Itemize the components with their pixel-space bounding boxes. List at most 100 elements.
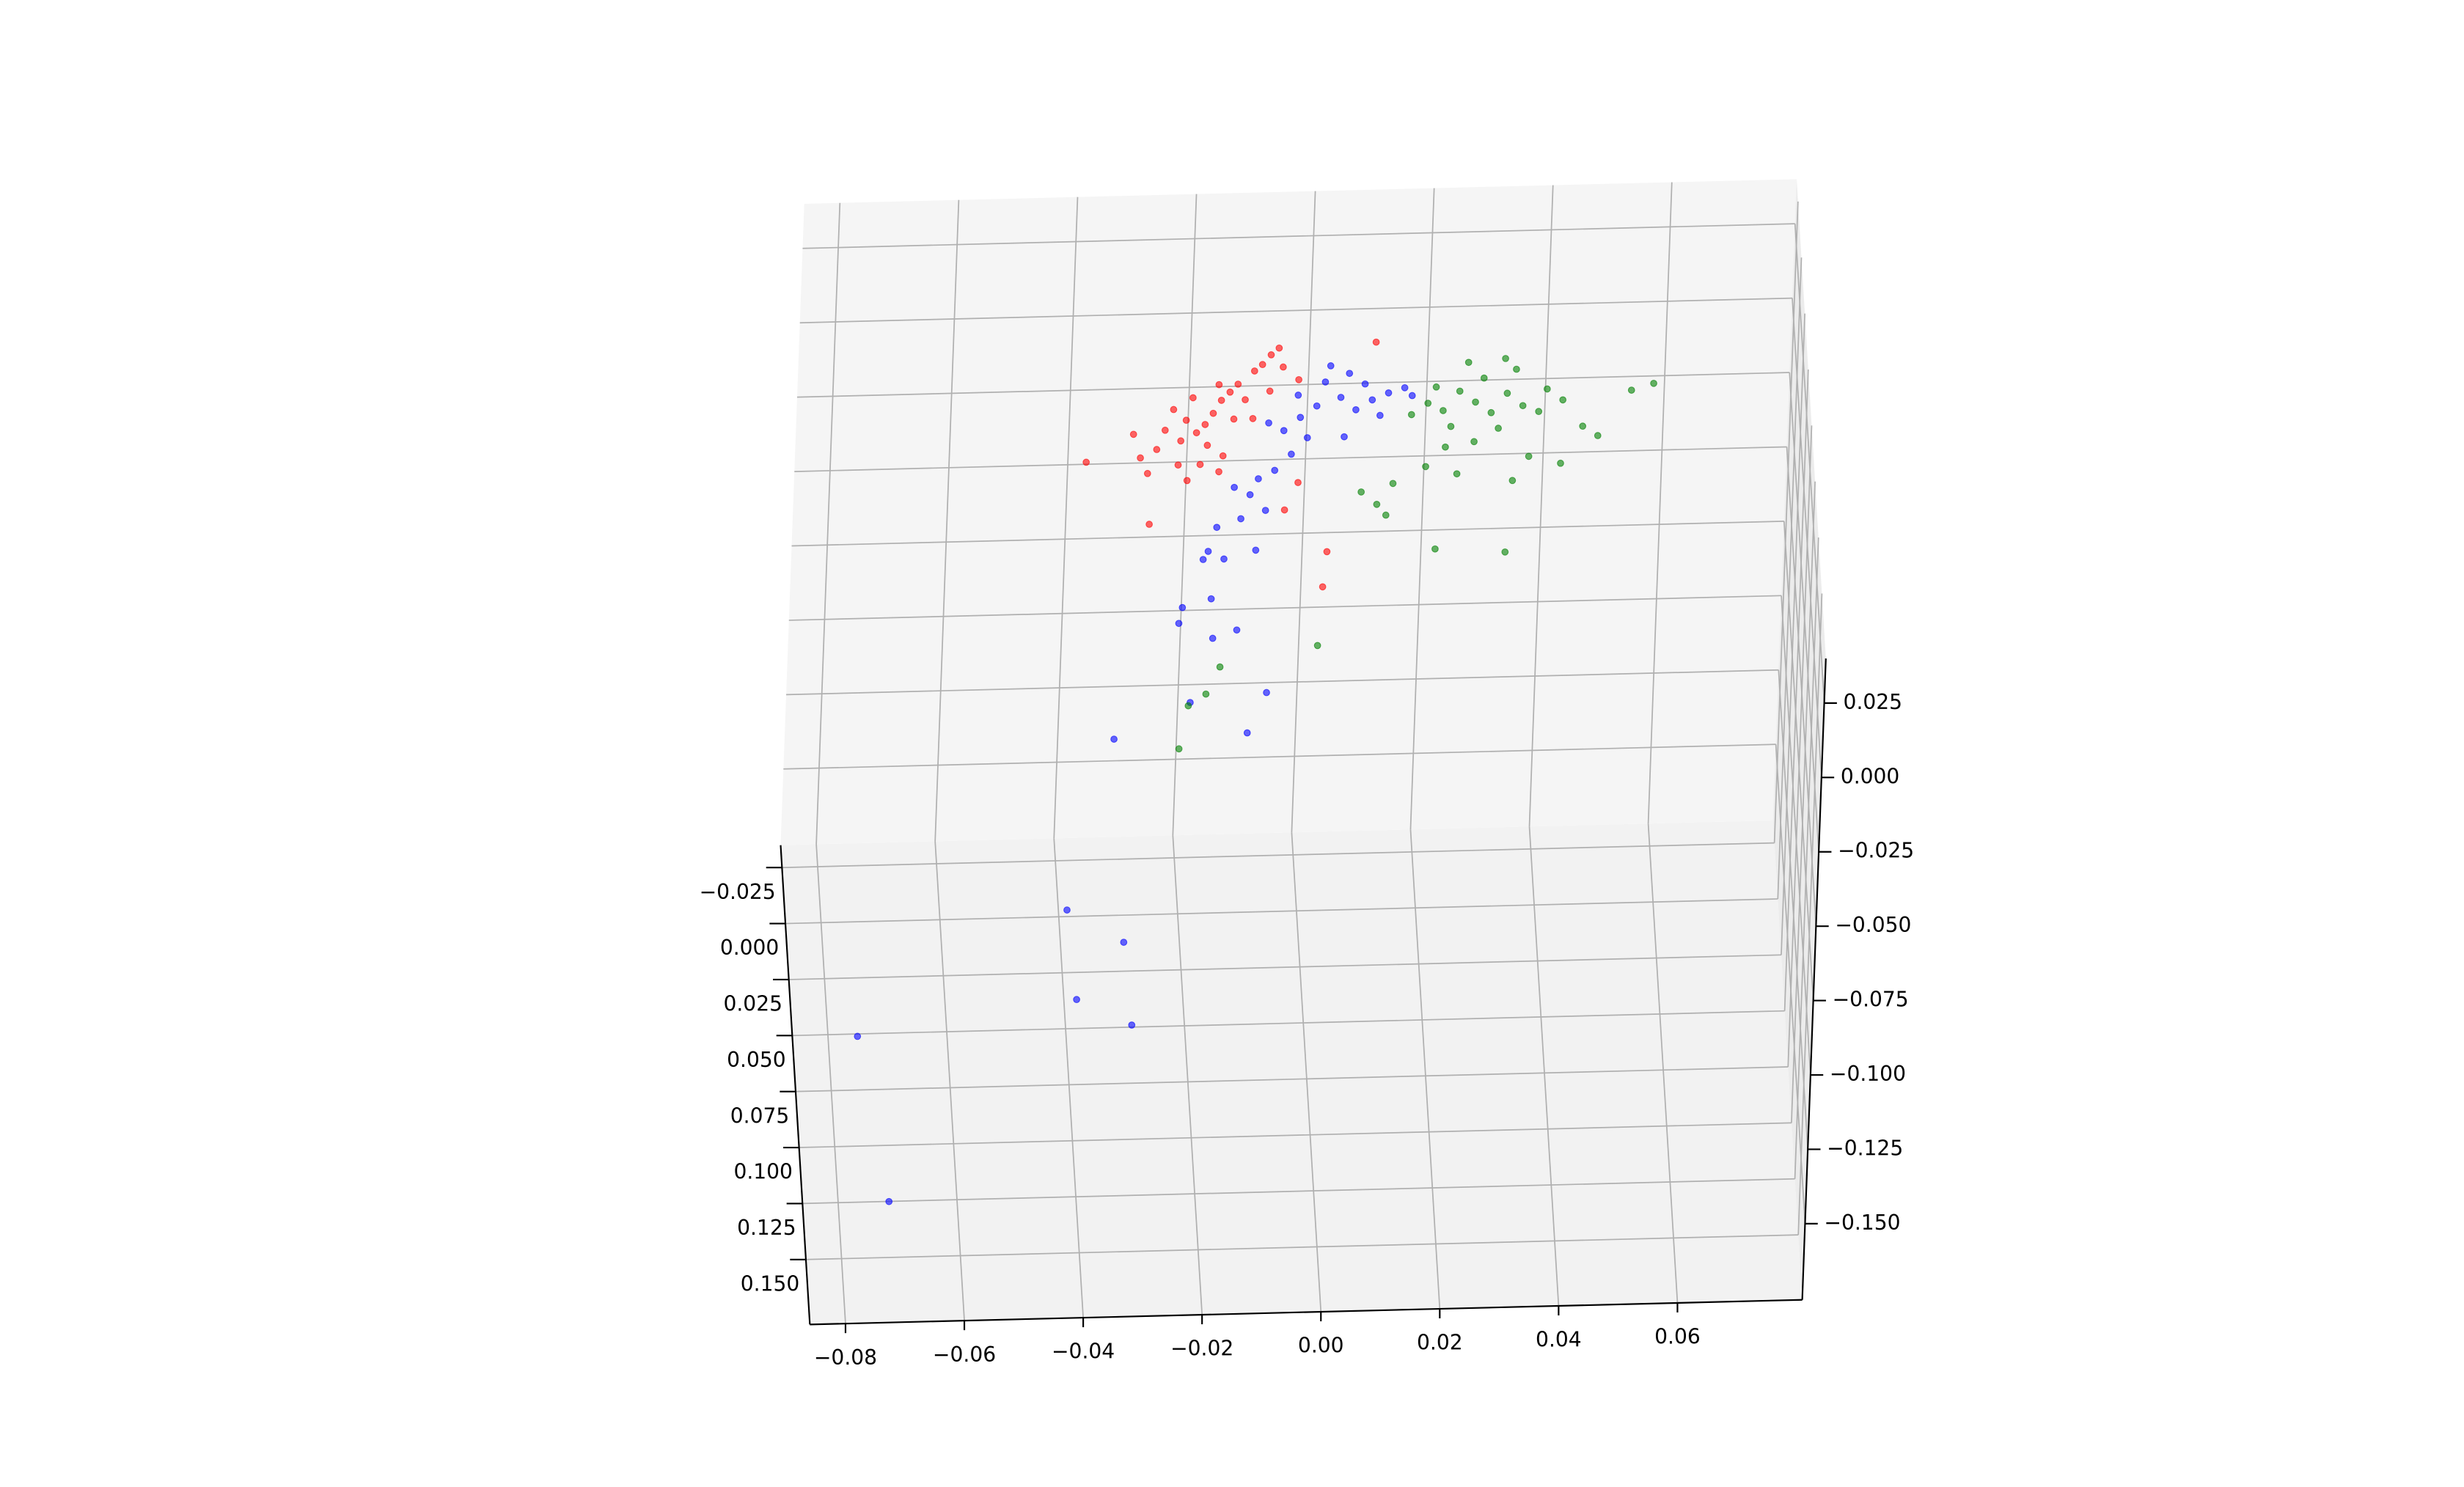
grid-line	[1291, 191, 1316, 833]
scatter-point	[1266, 387, 1274, 395]
scatter-point	[1263, 689, 1270, 697]
grid-line	[795, 1066, 1789, 1093]
grid-line	[788, 954, 1781, 980]
scatter-point	[1209, 634, 1217, 642]
grid-line	[1773, 201, 1799, 843]
scatter-point	[1203, 441, 1211, 449]
grid-line	[796, 372, 1790, 398]
scatter-point	[1215, 468, 1222, 476]
grid-line	[1794, 224, 1825, 703]
grid-line	[1792, 298, 1822, 778]
x-tick-label: 0.06	[1654, 1325, 1701, 1349]
grid-line	[805, 1234, 1799, 1260]
grid-line	[1647, 823, 1679, 1304]
scatter-point	[1280, 363, 1287, 371]
scatter-point	[1201, 421, 1209, 428]
scatter-point	[1128, 1021, 1136, 1029]
scatter-point	[1579, 422, 1587, 430]
grid-line	[799, 1122, 1792, 1148]
scatter-point	[1196, 460, 1204, 469]
scatter-point	[1313, 642, 1321, 650]
scatter-point	[1464, 359, 1473, 367]
grid-line	[785, 898, 1778, 925]
scatter-point	[1215, 381, 1223, 389]
scatter-point	[1207, 595, 1215, 603]
grid-line	[1172, 194, 1198, 836]
scatter-point	[1456, 387, 1464, 395]
grid-line	[1053, 197, 1079, 839]
scatter-point	[1627, 386, 1635, 394]
scatter-point	[1519, 402, 1527, 410]
scatter-point	[1271, 466, 1279, 474]
grid-line	[1778, 669, 1809, 1150]
scatter-point	[1143, 469, 1151, 477]
scatter-point	[1470, 438, 1478, 446]
scatter-point	[1217, 397, 1225, 404]
scatter-point	[1594, 432, 1602, 439]
grid-line	[1791, 481, 1816, 1123]
z-axis-line	[1801, 658, 1827, 1300]
grid-line	[1528, 185, 1554, 827]
scatter-point	[1255, 475, 1262, 482]
scatter-point	[1352, 405, 1360, 414]
scatter-point	[1313, 402, 1321, 410]
scatter-point	[1184, 702, 1192, 710]
scatter-point	[1145, 521, 1153, 528]
scatter-point	[1323, 548, 1331, 556]
z-tick-label: −0.125	[1827, 1136, 1903, 1160]
scatter-point	[1120, 939, 1128, 946]
scatter-point	[1389, 480, 1397, 488]
scatter-point	[1209, 409, 1217, 417]
grid-line	[1789, 372, 1819, 852]
scatter-point	[1250, 367, 1258, 375]
scatter-point	[1182, 416, 1190, 424]
pane-back	[780, 179, 1797, 845]
scatter-point	[1110, 735, 1118, 743]
grid-line	[788, 595, 1782, 621]
scatter-point	[1280, 506, 1288, 514]
y-tick-label: 0.000	[720, 936, 780, 960]
scatter-point	[1432, 383, 1440, 391]
scatter-point	[1447, 422, 1455, 430]
grid-line	[1786, 447, 1817, 927]
scatter-point	[1319, 583, 1327, 591]
scatter-point	[1382, 511, 1390, 519]
scatter-point	[1252, 546, 1260, 554]
grid-line	[802, 1178, 1795, 1205]
scatter-point	[1213, 524, 1221, 532]
scatter-point	[1267, 351, 1275, 359]
grid-line	[783, 744, 1776, 770]
z-tick-label: 0.025	[1844, 690, 1903, 714]
scatter-point	[1230, 415, 1238, 423]
grid-line	[1528, 826, 1560, 1307]
grid-line	[782, 842, 1775, 869]
grid-line	[1775, 744, 1806, 1224]
x-tick-label: −0.02	[1170, 1337, 1233, 1361]
x-tick-label: −0.04	[1052, 1340, 1115, 1364]
scatter-point	[1242, 396, 1249, 404]
scatter-point	[1431, 545, 1439, 553]
scatter-point	[1557, 459, 1564, 467]
scatter-point	[1216, 663, 1224, 671]
grid-line	[792, 1010, 1785, 1037]
scatter-point	[1234, 381, 1242, 388]
scatter-point	[854, 1032, 862, 1040]
scatter-point	[1265, 419, 1272, 427]
scatter-point	[1361, 380, 1369, 388]
scatter-point	[1501, 548, 1509, 556]
pane-floor	[780, 820, 1803, 1325]
scatter-point	[1373, 500, 1381, 508]
z-tick-label: −0.100	[1830, 1062, 1906, 1086]
grid-line	[791, 521, 1784, 547]
grid-line	[1783, 369, 1809, 1011]
grid-line	[1053, 838, 1084, 1318]
scatter-point	[1424, 400, 1432, 407]
scatter-point	[1231, 483, 1238, 491]
scatter-point	[1177, 437, 1185, 445]
scatter-point	[1480, 374, 1488, 382]
scatter-point	[1357, 488, 1365, 496]
grid-line	[934, 199, 960, 842]
scatter-point	[1372, 338, 1380, 346]
scatter-point	[1341, 433, 1348, 441]
